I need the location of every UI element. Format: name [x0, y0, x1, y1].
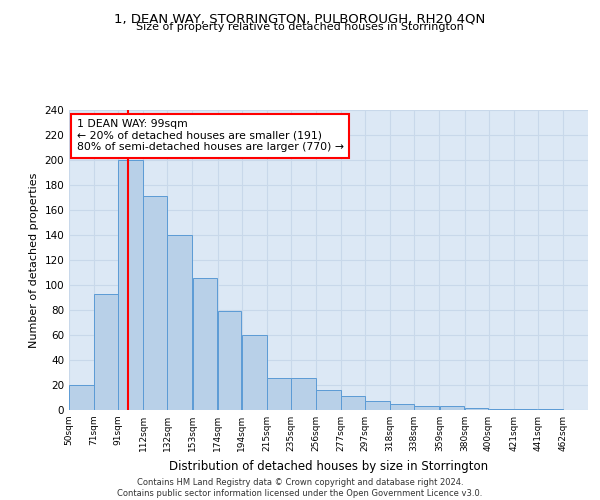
- Bar: [193, 278, 217, 410]
- Bar: [143, 196, 167, 410]
- Text: Size of property relative to detached houses in Storrington: Size of property relative to detached ho…: [136, 22, 464, 32]
- Bar: [316, 390, 341, 410]
- Bar: [341, 396, 365, 410]
- Bar: [167, 235, 192, 410]
- Text: 1 DEAN WAY: 99sqm
← 20% of detached houses are smaller (191)
80% of semi-detache: 1 DEAN WAY: 99sqm ← 20% of detached hous…: [77, 119, 344, 152]
- Bar: [69, 385, 94, 410]
- Bar: [465, 408, 488, 410]
- Text: Contains HM Land Registry data © Crown copyright and database right 2024.
Contai: Contains HM Land Registry data © Crown c…: [118, 478, 482, 498]
- Y-axis label: Number of detached properties: Number of detached properties: [29, 172, 39, 348]
- Text: 1, DEAN WAY, STORRINGTON, PULBOROUGH, RH20 4QN: 1, DEAN WAY, STORRINGTON, PULBOROUGH, RH…: [115, 12, 485, 26]
- Bar: [365, 401, 390, 410]
- Bar: [94, 294, 118, 410]
- Bar: [538, 409, 563, 410]
- Bar: [218, 311, 241, 410]
- Bar: [488, 409, 514, 410]
- Bar: [291, 378, 316, 410]
- Bar: [415, 406, 439, 410]
- Bar: [242, 335, 266, 410]
- Bar: [440, 406, 464, 410]
- X-axis label: Distribution of detached houses by size in Storrington: Distribution of detached houses by size …: [169, 460, 488, 472]
- Bar: [391, 404, 414, 410]
- Bar: [267, 378, 290, 410]
- Bar: [118, 160, 143, 410]
- Bar: [514, 409, 538, 410]
